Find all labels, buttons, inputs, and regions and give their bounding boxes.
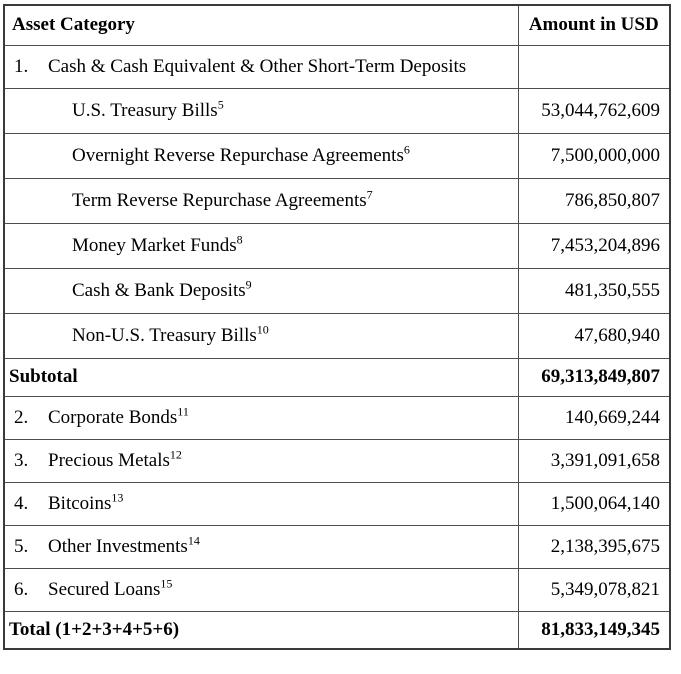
table-row-corporate-bonds: 2. Corporate Bonds11 140,669,244 xyxy=(3,395,671,440)
asset-category-cell: 5. Other Investments14 xyxy=(3,524,519,569)
asset-category-cell: Subtotal xyxy=(3,357,519,397)
asset-label: Non-U.S. Treasury Bills xyxy=(72,324,257,346)
asset-label: Subtotal xyxy=(9,366,78,387)
row-number: 3. xyxy=(14,449,29,471)
asset-category-cell: 4. Bitcoins13 xyxy=(3,481,519,526)
table-row-subtotal: Subtotal 69,313,849,807 xyxy=(3,357,671,397)
asset-category-cell: Term Reverse Repurchase Agreements7 xyxy=(3,177,519,224)
asset-label: Cash & Cash Equivalent & Other Short-Ter… xyxy=(48,55,467,77)
asset-label: Overnight Reverse Repurchase Agreements xyxy=(72,144,404,166)
footnote-reference: 11 xyxy=(177,404,189,419)
amount-cell: 140,669,244 xyxy=(517,395,671,440)
asset-label: U.S. Treasury Bills xyxy=(72,99,218,121)
amount-cell: 53,044,762,609 xyxy=(517,87,671,134)
table-header-row: Asset Category Amount in USD xyxy=(3,4,671,46)
asset-label: Corporate Bonds xyxy=(48,406,178,428)
table-row-overnight-reverse-repurchase-agreements: Overnight Reverse Repurchase Agreements6… xyxy=(3,132,671,179)
asset-category-cell: Non-U.S. Treasury Bills10 xyxy=(3,312,519,359)
amount-cell: 2,138,395,675 xyxy=(517,524,671,569)
amount-in-usd-column-header: Amount in USD xyxy=(517,4,671,46)
table-row-non-u-s-treasury-bills: Non-U.S. Treasury Bills10 47,680,940 xyxy=(3,312,671,359)
table-row-cash-bank-deposits: Cash & Bank Deposits9 481,350,555 xyxy=(3,267,671,314)
footnote-reference: 10 xyxy=(256,322,269,337)
footnote-reference: 7 xyxy=(366,187,373,202)
table-row-total-1-2-3-4-5-6: Total (1+2+3+4+5+6) 81,833,149,345 xyxy=(3,610,671,650)
asset-label: Other Investments xyxy=(48,535,188,557)
document-page: Asset Category Amount in USD 1. Cash & Ca… xyxy=(3,4,671,650)
amount-cell: 7,453,204,896 xyxy=(517,222,671,269)
table-row-other-investments: 5. Other Investments14 2,138,395,675 xyxy=(3,524,671,569)
asset-category-cell: U.S. Treasury Bills5 xyxy=(3,87,519,134)
table-row-u-s-treasury-bills: U.S. Treasury Bills5 53,044,762,609 xyxy=(3,87,671,134)
amount-cell: 7,500,000,000 xyxy=(517,132,671,179)
asset-label: Term Reverse Repurchase Agreements xyxy=(72,189,367,211)
asset-category-cell: Overnight Reverse Repurchase Agreements6 xyxy=(3,132,519,179)
footnote-reference: 14 xyxy=(187,533,200,548)
footnote-reference: 6 xyxy=(403,142,410,157)
footnote-reference: 5 xyxy=(217,97,224,112)
row-number: 6. xyxy=(14,578,29,600)
asset-category-cell: 3. Precious Metals12 xyxy=(3,438,519,483)
asset-category-column-header: Asset Category xyxy=(3,4,519,46)
table-row-cash-cash-equivalent-other-short-term-deposits: 1. Cash & Cash Equivalent & Other Short-T… xyxy=(3,44,671,89)
table-row-secured-loans: 6. Secured Loans15 5,349,078,821 xyxy=(3,567,671,612)
amount-cell: 5,349,078,821 xyxy=(517,567,671,612)
row-number: 5. xyxy=(14,535,29,557)
asset-category-cell: 6. Secured Loans15 xyxy=(3,567,519,612)
table-row-precious-metals: 3. Precious Metals12 3,391,091,658 xyxy=(3,438,671,483)
amount-cell: 69,313,849,807 xyxy=(517,357,671,397)
footnote-reference: 15 xyxy=(160,576,173,591)
row-number: 2. xyxy=(14,406,29,428)
footnote-reference: 12 xyxy=(169,447,182,462)
asset-label: Precious Metals xyxy=(48,449,170,471)
footnote-reference: 9 xyxy=(245,277,252,292)
amount-cell: 47,680,940 xyxy=(517,312,671,359)
amount-cell: 481,350,555 xyxy=(517,267,671,314)
footnote-reference: 13 xyxy=(111,490,124,505)
asset-label: Secured Loans xyxy=(48,578,161,600)
amount-cell xyxy=(517,44,671,89)
asset-label: Total (1+2+3+4+5+6) xyxy=(9,618,180,640)
asset-category-cell: 2. Corporate Bonds11 xyxy=(3,395,519,440)
row-number: 4. xyxy=(14,492,29,514)
table-row-bitcoins: 4. Bitcoins13 1,500,064,140 xyxy=(3,481,671,526)
asset-category-cell: 1. Cash & Cash Equivalent & Other Short-T… xyxy=(3,44,519,89)
table-row-term-reverse-repurchase-agreements: Term Reverse Repurchase Agreements7 786,8… xyxy=(3,177,671,224)
amount-cell: 786,850,807 xyxy=(517,177,671,224)
amount-cell: 1,500,064,140 xyxy=(517,481,671,526)
footnote-reference: 8 xyxy=(236,232,243,247)
table-row-money-market-funds: Money Market Funds8 7,453,204,896 xyxy=(3,222,671,269)
row-number: 1. xyxy=(14,55,29,77)
amount-cell: 81,833,149,345 xyxy=(517,610,671,650)
table-body: 1. Cash & Cash Equivalent & Other Short-T… xyxy=(3,44,671,650)
asset-category-cell: Total (1+2+3+4+5+6) xyxy=(3,610,519,650)
asset-label: Money Market Funds xyxy=(72,234,237,256)
amount-cell: 3,391,091,658 xyxy=(517,438,671,483)
asset-category-cell: Cash & Bank Deposits9 xyxy=(3,267,519,314)
asset-label: Cash & Bank Deposits xyxy=(72,279,246,301)
asset-category-cell: Money Market Funds8 xyxy=(3,222,519,269)
asset-label: Bitcoins xyxy=(48,492,112,514)
asset-category-table: Asset Category Amount in USD 1. Cash & Ca… xyxy=(3,4,671,650)
